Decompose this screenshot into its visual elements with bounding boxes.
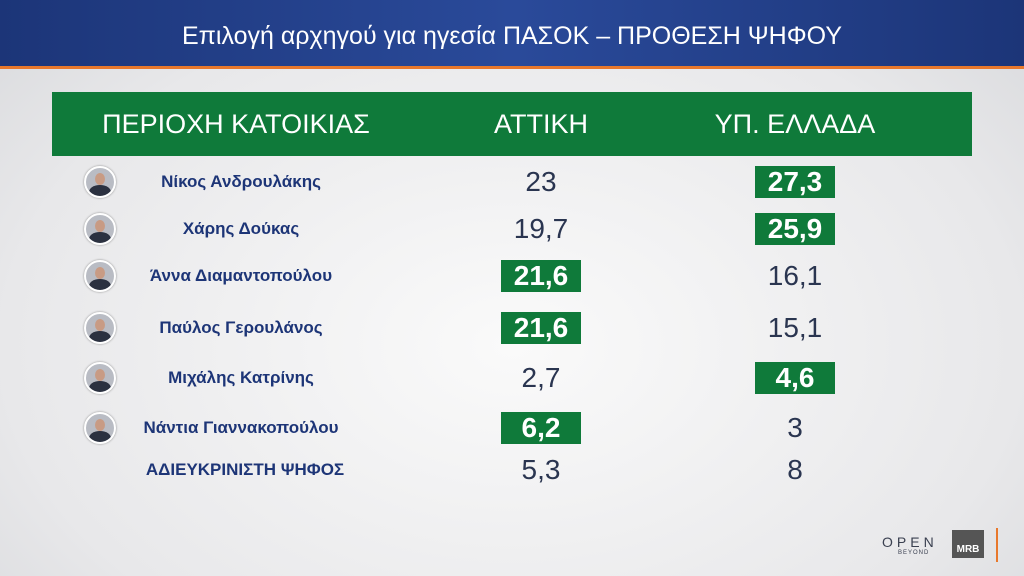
highlighted-value: 6,2	[501, 412, 581, 444]
candidate-name: Χάρης Δούκας	[182, 219, 300, 238]
highlighted-value: 25,9	[755, 213, 835, 245]
value: 23	[525, 166, 557, 197]
avatar	[84, 412, 116, 444]
value: 5,3	[521, 454, 561, 485]
logo-bar	[996, 528, 998, 562]
candidate-name: Νάντια Γιαννακοπούλου	[143, 418, 339, 437]
value: 15,1	[767, 312, 823, 343]
avatar	[84, 362, 116, 394]
value: 8	[787, 454, 803, 485]
candidate-name: Μιχάλης Κατρίνης	[168, 368, 314, 387]
logo-open: OPEN	[882, 534, 938, 550]
candidate-name: Νίκος Ανδρουλάκης	[161, 172, 321, 191]
table-header	[52, 92, 972, 156]
highlighted-value: 21,6	[501, 312, 581, 344]
value: 2,7	[521, 362, 561, 393]
highlighted-value: 27,3	[755, 166, 835, 198]
title: Επιλογή αρχηγού για ηγεσία ΠΑΣΟΚ – ΠΡΟΘΕ…	[181, 22, 842, 50]
title-bar	[0, 0, 1024, 66]
candidate-name: Άννα Διαμαντοπούλου	[149, 266, 333, 285]
avatar	[84, 166, 116, 198]
highlighted-value: 21,6	[501, 260, 581, 292]
avatar	[84, 312, 116, 344]
avatar	[84, 260, 116, 292]
column-header: ΥΠ. ΕΛΛΑΔΑ	[714, 109, 876, 139]
logo-beyond: BEYOND	[898, 550, 930, 556]
column-header: ΑΤΤΙΚΗ	[494, 109, 588, 139]
logo-mrb: MRB	[952, 530, 984, 558]
candidate-name: ΑΔΙΕΥΚΡΙΝΙΣΤΗ ΨΗΦΟΣ	[145, 460, 345, 479]
highlighted-value: 4,6	[755, 362, 835, 394]
candidate-name: Παύλος Γερουλάνος	[159, 318, 323, 337]
value: 16,1	[767, 260, 823, 291]
value: 3	[787, 412, 803, 443]
value: 19,7	[513, 213, 569, 244]
column-header: ΠΕΡΙΟΧΗ ΚΑΤΟΙΚΙΑΣ	[102, 109, 370, 139]
avatar	[84, 213, 116, 245]
accent-line	[0, 66, 1024, 69]
